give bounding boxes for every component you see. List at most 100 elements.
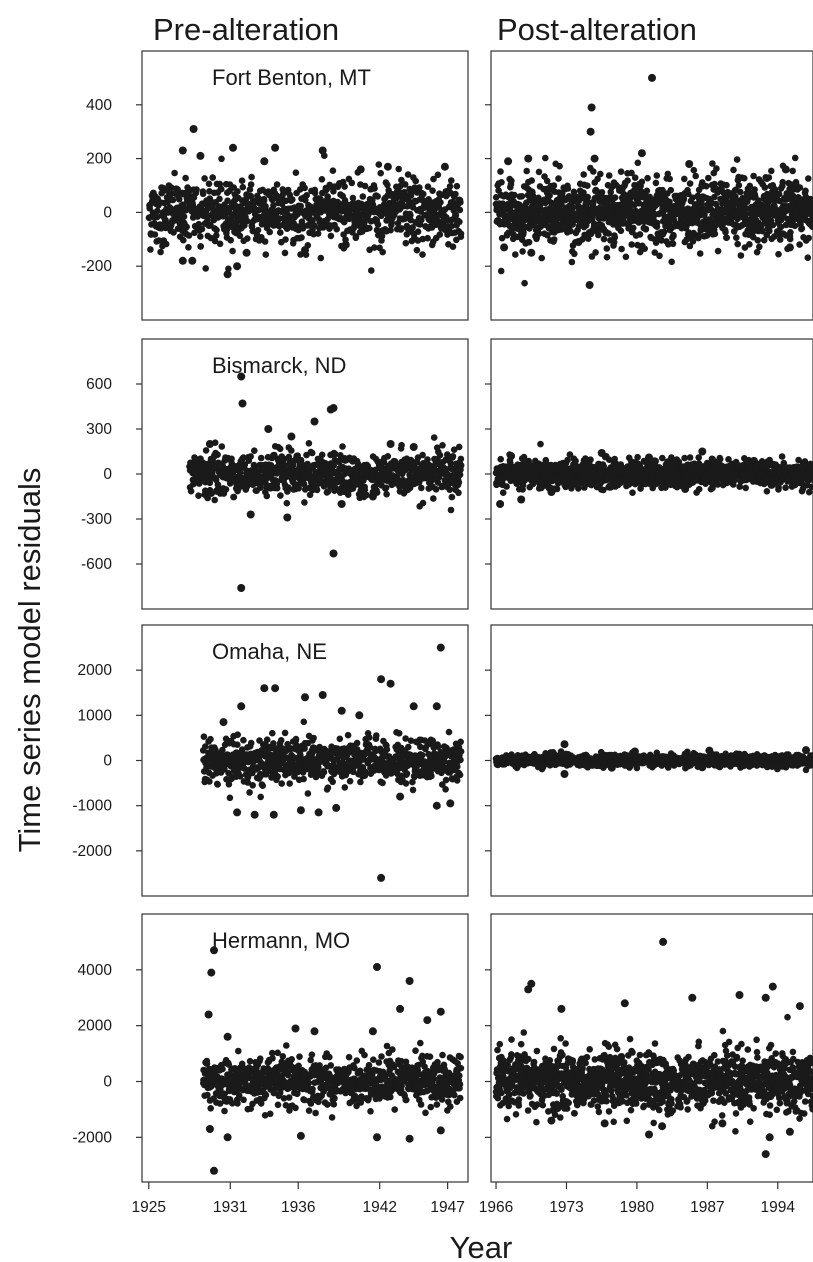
data-point bbox=[692, 172, 699, 180]
data-point bbox=[183, 223, 190, 231]
outlier-point bbox=[685, 160, 694, 168]
outlier-point bbox=[500, 243, 509, 252]
data-point bbox=[447, 506, 455, 514]
data-point bbox=[310, 734, 317, 742]
data-point bbox=[361, 182, 369, 190]
data-point bbox=[571, 250, 578, 258]
data-point bbox=[439, 442, 446, 449]
data-point bbox=[653, 172, 661, 179]
data-point bbox=[643, 187, 651, 195]
data-point bbox=[333, 225, 341, 233]
data-point bbox=[167, 184, 175, 191]
data-point bbox=[277, 229, 284, 236]
data-point bbox=[301, 184, 309, 192]
outlier-point bbox=[260, 157, 269, 166]
data-point bbox=[644, 174, 651, 182]
data-point bbox=[327, 232, 335, 240]
y-tick-label: -1000 bbox=[72, 798, 112, 815]
data-point bbox=[618, 245, 625, 253]
outlier-point bbox=[238, 399, 247, 408]
data-point bbox=[297, 202, 305, 210]
data-point bbox=[590, 168, 597, 175]
data-point bbox=[304, 790, 312, 797]
outlier-point bbox=[645, 453, 653, 462]
data-point bbox=[247, 181, 255, 188]
data-point bbox=[197, 233, 204, 240]
panel-frame bbox=[141, 50, 469, 321]
data-point bbox=[202, 265, 209, 272]
data-point bbox=[652, 179, 660, 187]
outlier-point bbox=[597, 449, 606, 457]
data-point bbox=[556, 162, 563, 170]
data-point bbox=[283, 499, 291, 507]
column-title-post: Post-alteration bbox=[497, 12, 697, 47]
data-point bbox=[289, 196, 296, 203]
data-point bbox=[288, 447, 295, 454]
data-point bbox=[234, 741, 241, 748]
data-point bbox=[742, 484, 749, 492]
data-point bbox=[419, 499, 427, 507]
data-point bbox=[456, 206, 464, 214]
data-point bbox=[569, 204, 577, 211]
data-point bbox=[187, 487, 195, 495]
data-point bbox=[638, 178, 646, 186]
data-point bbox=[243, 217, 251, 225]
data-point bbox=[713, 165, 720, 172]
outlier-point bbox=[383, 162, 392, 171]
data-point bbox=[786, 235, 794, 243]
data-point bbox=[229, 247, 236, 255]
data-point bbox=[336, 735, 344, 743]
data-point bbox=[624, 177, 631, 184]
data-point bbox=[379, 248, 387, 256]
data-point bbox=[796, 184, 804, 191]
data-point bbox=[147, 246, 154, 253]
data-point bbox=[519, 248, 526, 255]
data-point bbox=[652, 457, 659, 465]
data-point bbox=[226, 794, 234, 802]
data-point bbox=[798, 225, 806, 232]
outlier-point bbox=[246, 510, 255, 519]
outlier-point bbox=[178, 146, 187, 155]
outlier-point bbox=[648, 73, 656, 82]
y-tick-label: 2000 bbox=[78, 662, 113, 679]
data-point bbox=[195, 492, 202, 500]
outlier-point bbox=[590, 154, 599, 163]
data-point bbox=[180, 236, 187, 244]
x-axis-title: Year bbox=[450, 1230, 513, 1262]
data-point bbox=[735, 182, 743, 189]
data-point bbox=[768, 167, 775, 175]
data-point bbox=[705, 174, 712, 182]
data-point bbox=[555, 175, 562, 182]
outlier-point bbox=[440, 162, 449, 171]
outlier-point bbox=[356, 165, 365, 174]
data-point bbox=[198, 225, 206, 233]
data-point bbox=[580, 171, 587, 178]
data-point bbox=[686, 454, 694, 461]
data-point bbox=[189, 201, 197, 208]
data-point bbox=[518, 193, 526, 200]
outlier-point bbox=[318, 146, 327, 155]
data-point bbox=[628, 241, 635, 248]
data-point bbox=[240, 736, 247, 744]
data-point bbox=[503, 483, 510, 490]
outlier-point bbox=[585, 281, 594, 289]
data-point bbox=[796, 241, 803, 248]
data-point bbox=[746, 241, 753, 248]
data-point bbox=[155, 237, 163, 244]
data-point bbox=[341, 784, 349, 791]
data-point bbox=[436, 451, 444, 459]
data-point bbox=[455, 443, 463, 451]
data-point bbox=[457, 230, 465, 237]
data-point bbox=[248, 173, 255, 181]
data-point bbox=[611, 234, 619, 241]
data-point bbox=[756, 243, 763, 251]
data-point bbox=[384, 453, 392, 460]
outlier-point bbox=[229, 143, 237, 152]
data-point bbox=[270, 202, 277, 209]
data-point bbox=[286, 780, 294, 787]
data-point bbox=[214, 781, 221, 788]
data-point bbox=[341, 183, 348, 190]
data-point bbox=[733, 234, 740, 241]
data-point bbox=[246, 186, 254, 193]
